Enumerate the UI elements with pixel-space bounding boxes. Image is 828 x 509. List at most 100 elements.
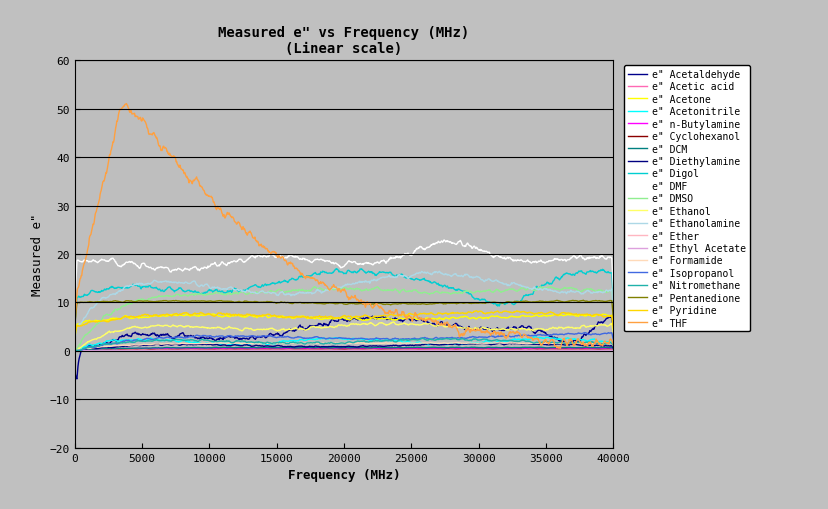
e" Nitromethane (440, 336, 450, 342)
e" Cyclohexanol (608, 347, 618, 353)
e" THF (307, 275, 317, 281)
e" Pyridine (489, 309, 499, 315)
e" Ether (520, 347, 530, 353)
e" DMF (499, 257, 509, 263)
e" n-Butylamine (440, 346, 450, 352)
e" DCM (287, 345, 297, 351)
e" n-Butylamine (306, 346, 316, 352)
e" DMSO (499, 288, 509, 294)
e" n-Butylamine (362, 345, 372, 351)
e" Formamide (608, 344, 618, 350)
e" Acetonitrile (608, 343, 618, 349)
e" DMF (608, 291, 618, 297)
e" Isopropanol (580, 330, 590, 336)
e" Pyridine (125, 314, 135, 320)
e" Ether (440, 348, 450, 354)
e" Nitromethane (499, 337, 509, 344)
e" Isopropanol (499, 333, 509, 339)
e" THF (440, 323, 450, 329)
e" DMF (440, 239, 450, 245)
e" Isopropanol (287, 335, 297, 342)
e" Ether (70, 348, 79, 354)
e" Pentanedione (287, 301, 297, 307)
e" THF (122, 101, 132, 107)
e" Acetone (125, 315, 135, 321)
Line: e" Ether: e" Ether (75, 350, 613, 351)
e" Acetone (288, 316, 298, 322)
e" Acetone (70, 335, 79, 341)
e" DCM (412, 345, 421, 351)
e" Acetaldehyde (125, 333, 135, 340)
e" Acetone (208, 311, 218, 317)
e" DMF (306, 260, 316, 266)
e" DCM (125, 346, 135, 352)
e" Acetic acid (420, 346, 430, 352)
Title: Measured e" vs Frequency (MHz)
(Linear scale): Measured e" vs Frequency (MHz) (Linear s… (218, 25, 469, 56)
e" Nitromethane (70, 348, 79, 354)
e" Ethanolamine (440, 271, 450, 277)
e" Acetic acid (125, 347, 135, 353)
e" Diethylamine (125, 343, 135, 349)
Line: e" Acetonitrile: e" Acetonitrile (75, 337, 613, 351)
e" Ethanol (490, 327, 500, 333)
Line: e" Nitromethane: e" Nitromethane (75, 338, 613, 351)
e" Cyclohexanol (499, 347, 509, 353)
e" Acetic acid (287, 346, 297, 352)
e" Diethylamine (489, 342, 499, 348)
e" Ethyl Acetate (490, 348, 500, 354)
e" DMF (125, 259, 135, 265)
e" Digol (287, 276, 297, 282)
e" Acetaldehyde (70, 369, 79, 375)
Legend: e" Acetaldehyde, e" Acetic acid, e" Acetone, e" Acetonitrile, e" n-Butylamine, e: e" Acetaldehyde, e" Acetic acid, e" Acet… (623, 66, 749, 332)
e" Formamide (439, 341, 449, 347)
e" THF (125, 110, 135, 116)
e" n-Butylamine (287, 345, 297, 351)
e" Diethylamine (287, 344, 297, 350)
e" Ether (307, 348, 317, 354)
e" Digol (331, 266, 341, 272)
e" Acetonitrile (287, 338, 297, 345)
e" Acetonitrile (70, 348, 79, 354)
e" Acetaldehyde (72, 376, 82, 382)
e" Pentanedione (70, 324, 79, 330)
e" Nitromethane (417, 335, 427, 342)
Line: e" DMSO: e" DMSO (75, 287, 613, 351)
e" Ethyl Acetate (306, 348, 316, 354)
e" Digol (499, 302, 509, 308)
Line: e" THF: e" THF (75, 104, 613, 349)
e" Ethanol (306, 324, 316, 330)
e" Ethanolamine (306, 291, 316, 297)
e" Ethanol (499, 327, 509, 333)
e" Acetone (440, 315, 450, 321)
e" n-Butylamine (490, 346, 500, 352)
e" Pyridine (70, 336, 79, 342)
e" Digol (440, 283, 450, 289)
e" Ether (75, 348, 85, 354)
e" Isopropanol (489, 335, 499, 341)
e" Pentanedione (578, 298, 588, 304)
e" Cyclohexanol (558, 347, 568, 353)
e" Pentanedione (608, 317, 618, 323)
e" Ethanol (125, 325, 135, 331)
e" Acetonitrile (528, 334, 538, 340)
e" Acetonitrile (499, 338, 509, 345)
e" Pyridine (512, 308, 522, 314)
e" Diethylamine (70, 348, 79, 354)
e" Nitromethane (306, 340, 316, 346)
e" DCM (499, 345, 509, 351)
e" THF (608, 343, 618, 349)
e" THF (555, 346, 565, 352)
e" Ether (608, 348, 618, 354)
e" DMSO (535, 284, 545, 290)
e" Ethanol (388, 319, 398, 325)
e" Isopropanol (439, 335, 449, 342)
e" Acetaldehyde (288, 328, 298, 334)
e" DMSO (306, 287, 316, 293)
e" Pentanedione (306, 300, 316, 306)
e" n-Butylamine (70, 348, 79, 354)
e" Acetonitrile (489, 340, 499, 346)
e" Formamide (499, 341, 509, 347)
e" n-Butylamine (608, 347, 618, 353)
e" Acetic acid (306, 346, 316, 352)
e" THF (70, 322, 79, 328)
